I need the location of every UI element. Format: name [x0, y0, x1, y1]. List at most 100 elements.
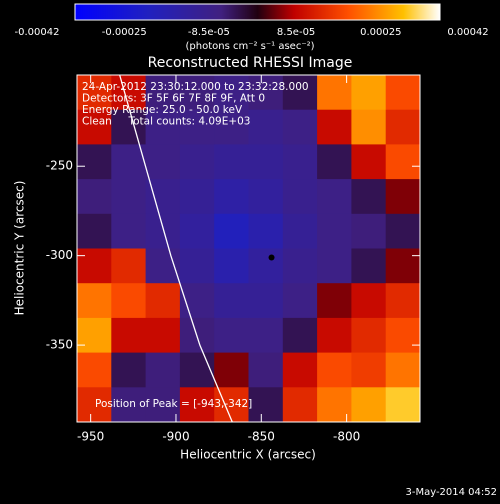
cell	[111, 75, 147, 111]
colorbar-tick-label: 0.00025	[360, 27, 401, 38]
cell	[351, 283, 387, 319]
cell	[385, 144, 420, 180]
colorbar-tick-label: 0.00042	[447, 27, 488, 38]
cell	[77, 317, 112, 354]
cell	[111, 248, 147, 284]
cell	[248, 248, 284, 284]
limb-line	[119, 75, 233, 422]
cell	[248, 352, 284, 388]
cell	[385, 179, 420, 215]
cell	[385, 109, 420, 145]
cell	[77, 352, 112, 388]
cell	[317, 75, 352, 111]
cell	[385, 317, 420, 354]
colorbar-tick-label: -0.00025	[102, 27, 147, 38]
cell	[111, 387, 147, 422]
cell	[145, 213, 181, 249]
cell	[248, 179, 284, 215]
cell	[214, 352, 249, 388]
cell	[111, 179, 147, 215]
cell	[248, 144, 284, 180]
cell	[145, 352, 181, 388]
cell	[145, 387, 181, 422]
y-tick-label: -350	[46, 338, 73, 352]
cell	[282, 248, 318, 284]
cell	[214, 109, 249, 145]
cell	[179, 109, 215, 145]
cell	[385, 213, 420, 249]
cell	[385, 387, 420, 422]
cell	[351, 213, 387, 249]
cell	[111, 317, 147, 354]
cell	[351, 352, 387, 388]
colorbar-unit: (photons cm⁻² s⁻¹ asec⁻²)	[185, 41, 314, 52]
cell	[282, 75, 318, 111]
footer: 3-May-2014 04:52	[405, 487, 497, 498]
cell	[317, 213, 352, 249]
cell	[77, 179, 112, 215]
x-tick-label: -850	[248, 430, 275, 444]
cell	[248, 213, 284, 249]
cell	[179, 248, 215, 284]
cell	[77, 387, 112, 422]
cell	[282, 179, 318, 215]
cell	[111, 283, 147, 319]
cell	[214, 179, 249, 215]
cell	[351, 144, 387, 180]
cell	[282, 352, 318, 388]
cell	[282, 317, 318, 354]
cell	[351, 75, 387, 111]
cell	[351, 248, 387, 284]
cell	[214, 213, 249, 249]
cell	[248, 75, 284, 111]
cell	[145, 109, 181, 145]
cell	[351, 109, 387, 145]
cell	[248, 387, 284, 422]
cell	[179, 144, 215, 180]
cell	[317, 387, 352, 422]
cell	[111, 109, 147, 145]
cell	[214, 317, 249, 354]
colorbar-tick-label: 8.5e-05	[277, 27, 315, 38]
cell	[351, 387, 387, 422]
colorbar-tick-label: -8.5e-05	[188, 27, 230, 38]
cell	[248, 317, 284, 354]
cell	[214, 144, 249, 180]
colorbar-tick-label: -0.00042	[15, 27, 60, 38]
cell	[111, 144, 147, 180]
cell	[317, 283, 352, 319]
cell	[179, 179, 215, 215]
image	[77, 75, 420, 422]
x-tick-label: -950	[77, 430, 104, 444]
peak-label: Position of Peak = [-943,-342]	[95, 398, 252, 410]
cell	[111, 352, 147, 388]
x-tick-label: -800	[333, 430, 360, 444]
cell	[317, 248, 352, 284]
cell	[282, 283, 318, 319]
cell	[145, 283, 181, 319]
cell	[77, 283, 112, 319]
cell	[317, 317, 352, 354]
y-tick-label: -250	[46, 159, 73, 173]
cell	[145, 144, 181, 180]
chart-title: Reconstructed RHESSI Image	[148, 55, 353, 71]
annotation: Clean Total counts: 4.09E+03	[82, 116, 251, 128]
cell	[282, 213, 318, 249]
y-axis-label: Heliocentric Y (arcsec)	[13, 181, 27, 316]
cell	[385, 352, 420, 388]
cell	[179, 213, 215, 249]
cell	[317, 144, 352, 180]
cell	[179, 352, 215, 388]
annotation: Energy Range: 25.0 - 50.0 keV	[82, 104, 243, 116]
cell	[385, 248, 420, 284]
cell	[214, 283, 249, 319]
cell	[282, 144, 318, 180]
colorbar	[74, 3, 441, 21]
cell	[385, 283, 420, 319]
cell	[282, 387, 318, 422]
plot-frame	[76, 74, 421, 423]
cell	[77, 213, 112, 249]
cell	[145, 317, 181, 354]
annotation: 24-Apr-2012 23:30:12.000 to 23:32:28.000	[82, 81, 309, 93]
